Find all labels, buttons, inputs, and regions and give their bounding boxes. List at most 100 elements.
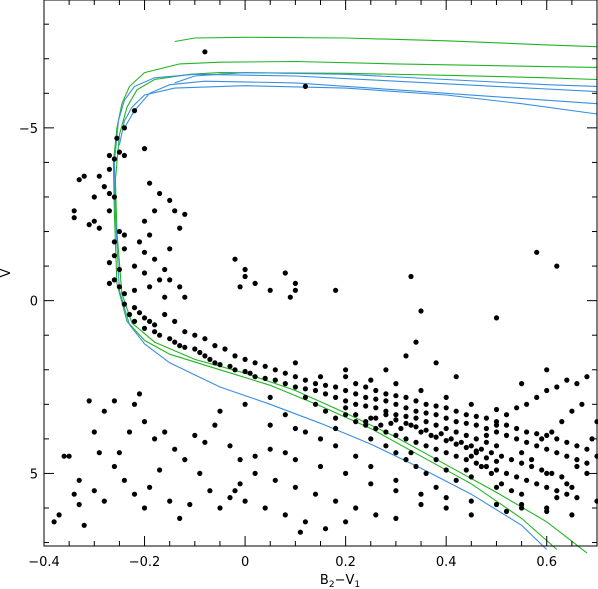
data-point [353,391,359,397]
data-point [564,439,570,445]
data-point [508,457,515,463]
data-point [373,405,379,411]
x-tick-label: −0.2 [129,555,161,570]
data-point [322,526,329,532]
data-point [569,512,575,518]
data-point [282,412,288,418]
data-point [363,419,369,425]
data-point [51,519,57,525]
data-point [333,384,339,390]
data-point [363,384,369,390]
data-point [212,360,218,366]
data-point [227,363,233,369]
data-point [333,425,339,432]
data-point [222,346,228,352]
data-point [212,343,218,349]
data-point [121,152,127,159]
data-point [503,508,510,514]
axis-ticks [43,0,598,546]
data-point [292,374,298,380]
data-point [393,450,399,456]
data-point [242,401,248,407]
data-point [353,419,359,425]
data-point [106,166,112,172]
data-point [564,377,570,383]
data-point [514,474,520,480]
data-point [172,339,178,345]
x-tick-label: 0.6 [536,555,557,570]
data-point [493,422,500,428]
data-point [383,391,389,397]
data-point [136,310,143,316]
data-point [147,484,153,490]
data-point [267,446,273,452]
data-point [147,318,153,324]
data-point [136,391,143,397]
data-point [443,505,449,511]
data-point [503,422,510,428]
data-point [463,412,469,418]
data-point [121,232,127,238]
data-point [514,405,520,411]
data-point [157,332,163,338]
data-point [131,401,138,407]
data-point [529,463,535,470]
data-point [101,184,107,190]
star-points [51,49,598,535]
data-point [242,266,248,273]
y-tick-label: 0 [30,295,38,310]
data-point [579,401,585,407]
data-point [116,228,122,235]
data-point [493,315,500,321]
data-point [343,387,349,394]
data-point [252,360,258,366]
data-point [388,420,394,426]
data-point [172,318,178,324]
data-point [192,346,198,352]
data-point [86,398,92,404]
data-point [297,529,303,535]
data-point [333,287,339,293]
data-point [463,420,469,426]
data-point [368,436,374,442]
x-tick-label: −0.4 [28,555,60,570]
data-point [393,381,399,387]
data-point [478,463,484,470]
data-point [131,108,138,114]
data-point [162,429,168,435]
data-point [182,294,188,300]
data-point [343,519,349,525]
data-point [519,450,525,456]
data-point [317,374,324,380]
data-point [343,405,349,411]
data-point [483,439,489,445]
data-point [413,424,419,430]
data-point [197,349,203,356]
data-point [423,470,429,476]
data-point [483,432,489,438]
data-point [333,394,339,400]
data-point [383,367,389,373]
data-point [237,481,243,487]
y-axis-label: V [0,268,14,277]
data-point [564,491,570,497]
data-point [141,325,148,331]
data-point [131,318,138,324]
data-point [574,495,580,501]
data-point [519,501,525,508]
data-point [217,408,223,414]
data-point [121,246,127,252]
data-point [317,436,324,442]
data-point [157,190,163,197]
data-point [574,463,580,470]
data-point [207,488,213,494]
data-point [534,249,540,255]
data-point [393,393,399,399]
data-point [403,353,409,359]
data-point [433,457,439,463]
data-point [91,218,97,224]
data-point [534,481,540,487]
data-point [282,450,288,456]
data-point [252,280,258,286]
data-point [182,344,188,350]
